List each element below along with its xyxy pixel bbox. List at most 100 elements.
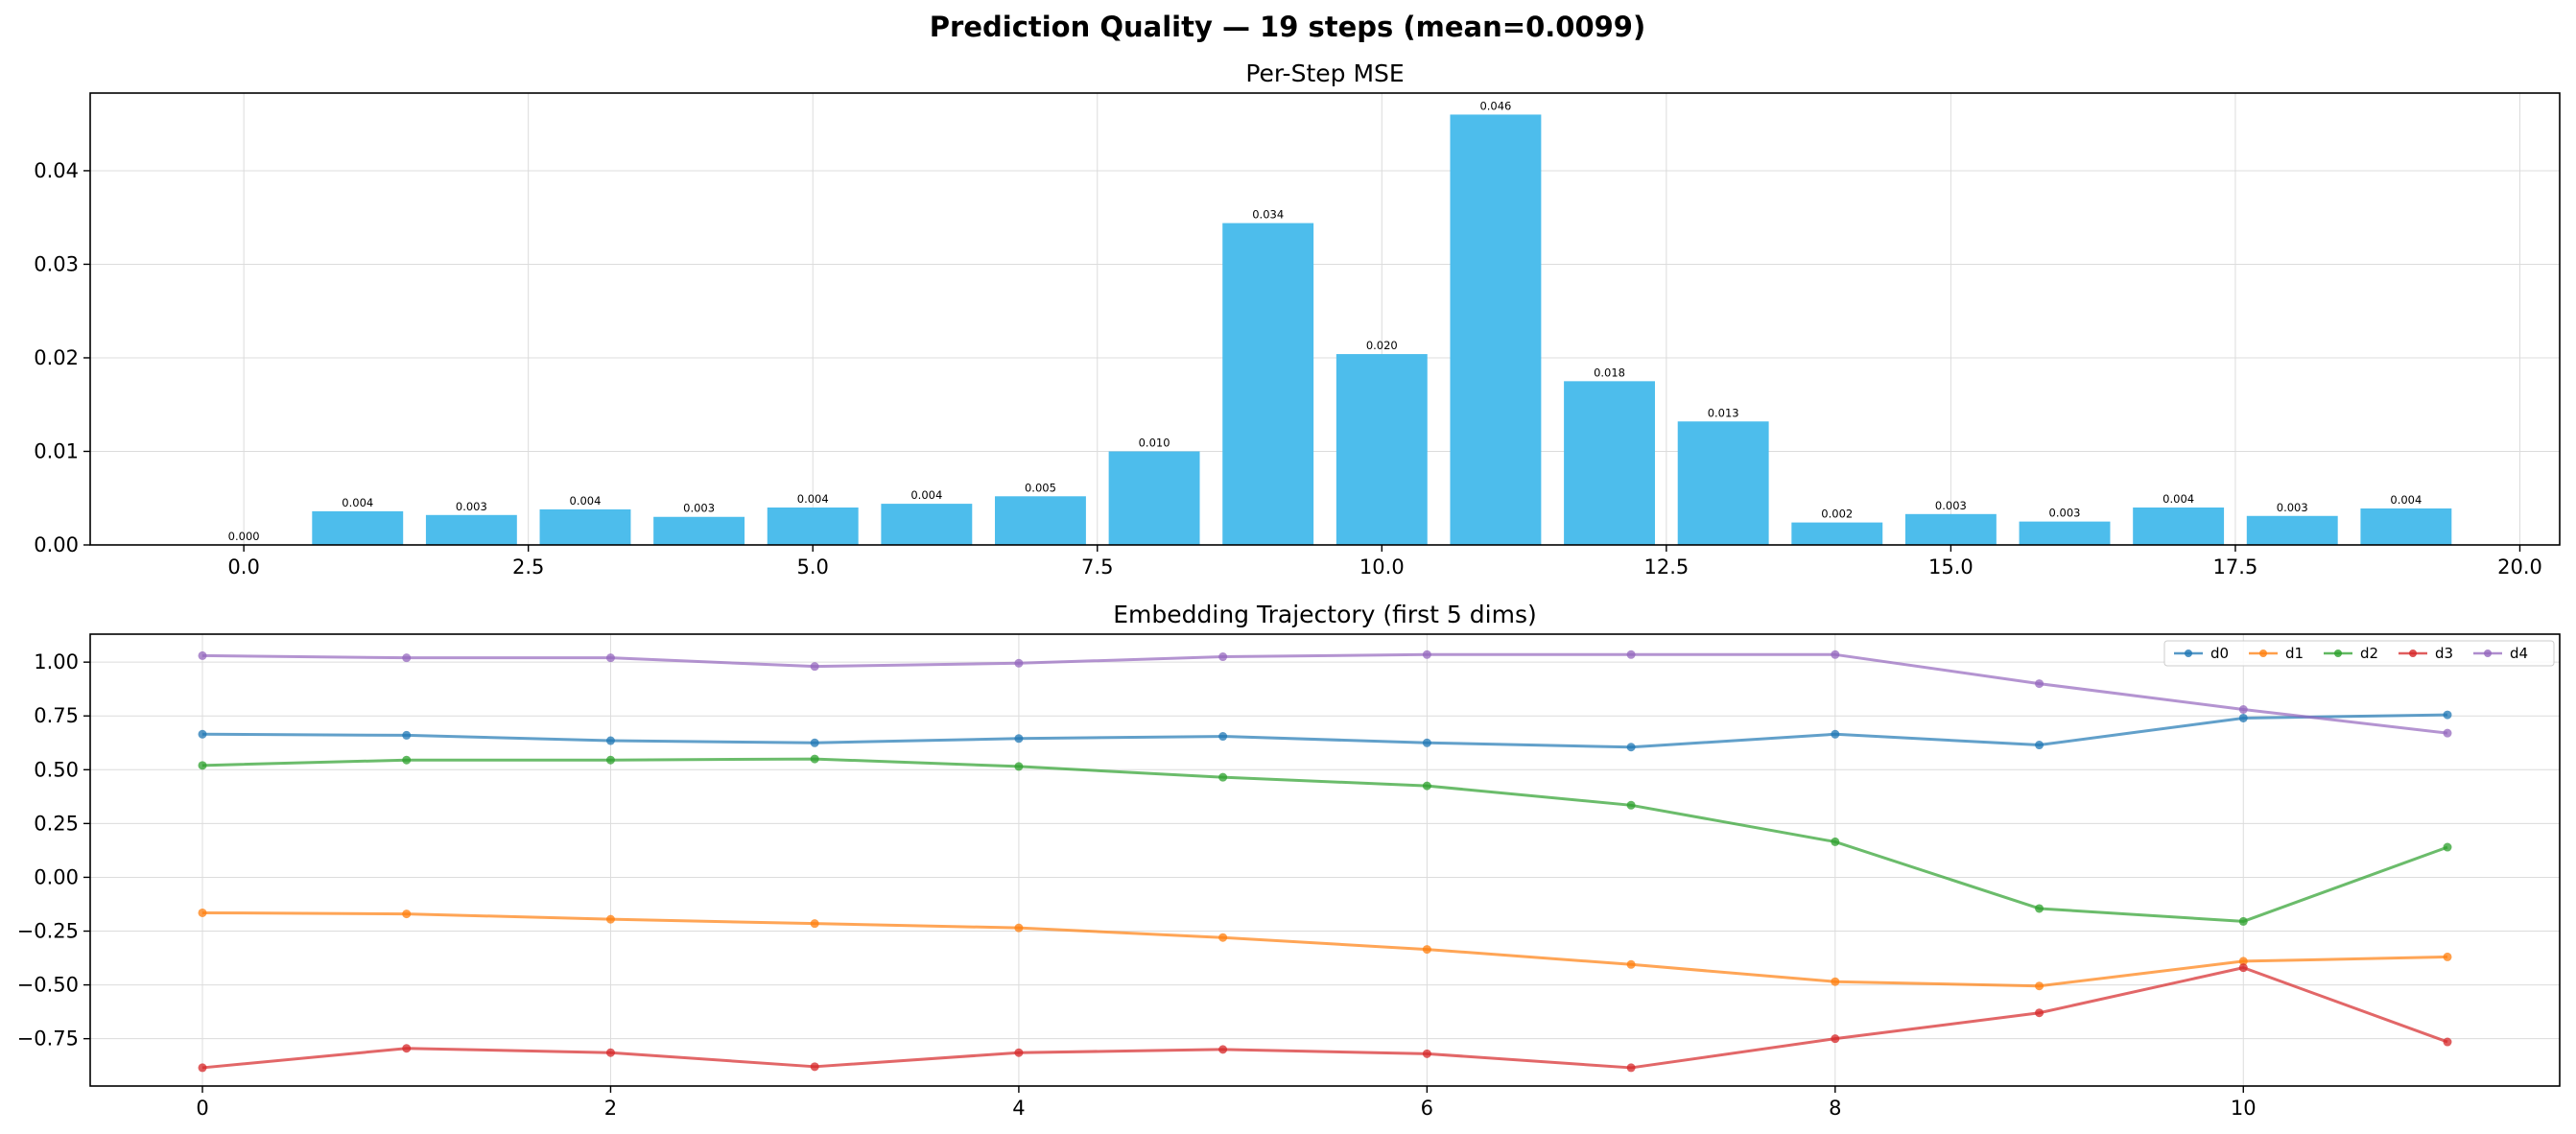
- series-line-d2: [201, 757, 2448, 923]
- series-point-d1: [605, 914, 615, 924]
- series-point-d3: [2035, 1008, 2044, 1018]
- legend-marker-d4: [2484, 650, 2492, 657]
- legend-marker-d1: [2259, 650, 2267, 657]
- series-point-d3: [605, 1048, 615, 1057]
- bar-x-tick-label: 10.0: [1359, 555, 1405, 579]
- legend-label-d1: d1: [2285, 645, 2304, 662]
- mse-bar: [1335, 354, 1428, 545]
- series-point-d2: [810, 754, 819, 764]
- line-y-tick-label: −0.50: [17, 974, 79, 997]
- series-point-d0: [605, 736, 615, 745]
- line-x-tick-label: 2: [604, 1097, 617, 1120]
- bar-x-tick-label: 7.5: [1081, 555, 1113, 579]
- line-y-tick-label: 1.00: [34, 650, 79, 673]
- series-point-d2: [1831, 837, 1840, 846]
- series-point-d2: [402, 755, 412, 765]
- mse-bar: [1904, 513, 1997, 545]
- series-point-d4: [810, 662, 819, 672]
- series-point-d0: [1218, 732, 1228, 742]
- mse-bar-value-label: 0.004: [570, 494, 602, 508]
- mse-bar: [2360, 508, 2452, 545]
- series-point-d4: [402, 653, 412, 663]
- line-chart-legend: d0 d1 d2 d3 d4: [2163, 640, 2555, 667]
- series-point-d1: [198, 908, 207, 917]
- bar-x-tick-label: 15.0: [1928, 555, 1973, 579]
- series-point-d1: [810, 919, 819, 929]
- series-point-d4: [1831, 650, 1840, 659]
- legend-label-d0: d0: [2210, 645, 2229, 662]
- series-line-d4: [201, 652, 2448, 735]
- series-point-d3: [2238, 963, 2248, 973]
- legend-label-d2: d2: [2360, 645, 2378, 662]
- mse-bar-value-label: 0.000: [228, 530, 260, 543]
- series-point-d2: [1422, 781, 1431, 791]
- bar-y-tick-label: 0.02: [34, 346, 79, 369]
- mse-bar-value-label: 0.004: [2390, 493, 2422, 507]
- mse-bar: [539, 508, 631, 545]
- series-line-d3: [201, 966, 2448, 1070]
- series-point-d2: [1626, 800, 1636, 810]
- line-x-tick-label: 6: [1421, 1097, 1433, 1120]
- series-line-d0: [201, 713, 2448, 749]
- line-x-tick-label: 10: [2231, 1097, 2257, 1120]
- mse-bar: [2019, 521, 2111, 545]
- mse-bar-value-label: 0.005: [1025, 481, 1056, 494]
- line-x-tick-label: 4: [1012, 1097, 1025, 1120]
- legend-label-d4: d4: [2510, 645, 2528, 662]
- mse-bar: [653, 516, 745, 545]
- series-point-d2: [1218, 772, 1228, 782]
- series-point-d4: [1422, 650, 1431, 659]
- line-chart-title: Embedding Trajectory (first 5 dims): [1113, 601, 1536, 628]
- line-chart-series: [198, 650, 2452, 1073]
- mse-bar-value-label: 0.003: [2277, 501, 2308, 514]
- series-point-d0: [1014, 734, 1024, 744]
- series-point-d2: [198, 761, 207, 770]
- series-point-d1: [1218, 933, 1228, 942]
- series-point-d0: [1626, 743, 1636, 752]
- bar-x-tick-label: 5.0: [797, 555, 829, 579]
- mse-bar: [1564, 381, 1655, 545]
- mse-bar: [1450, 114, 1542, 545]
- bar-chart-value-labels: 0.000 0.004 0.003 0.004 0.003 0.004 0.004 0.005…: [228, 99, 2422, 543]
- mse-bar-value-label: 0.004: [910, 488, 942, 502]
- mse-bar-value-label: 0.004: [2162, 492, 2194, 506]
- series-point-d1: [2238, 957, 2248, 966]
- line-chart-grid: [90, 634, 2560, 1086]
- mse-bar: [767, 507, 859, 545]
- series-point-d4: [605, 653, 615, 663]
- mse-bar-value-label: 0.003: [456, 500, 487, 513]
- series-point-d3: [1218, 1045, 1228, 1054]
- series-point-d1: [1626, 959, 1636, 969]
- embedding-line-chart: Embedding Trajectory (first 5 dims) 0 2 4 6…: [17, 601, 2561, 1120]
- series-point-d4: [198, 650, 207, 660]
- line-y-tick-label: 0.25: [34, 812, 79, 835]
- mse-bar-value-label: 0.020: [1366, 339, 1398, 352]
- series-point-d1: [1014, 923, 1024, 933]
- series-point-d4: [1218, 652, 1228, 662]
- series-point-d3: [1422, 1049, 1431, 1058]
- mse-bar: [1222, 223, 1314, 546]
- series-point-d1: [1422, 945, 1431, 955]
- series-point-d4: [2238, 705, 2248, 714]
- line-x-tick-label: 0: [196, 1097, 208, 1120]
- series-point-d3: [1626, 1063, 1636, 1073]
- series-point-d1: [2035, 981, 2044, 991]
- series-point-d4: [1014, 658, 1024, 668]
- series-point-d0: [1831, 729, 1840, 739]
- mse-bar: [1677, 421, 1769, 545]
- mse-bar: [2133, 507, 2225, 545]
- bar-y-tick-label: 0.03: [34, 252, 79, 275]
- series-point-d0: [402, 730, 412, 740]
- mse-bar-value-label: 0.004: [797, 492, 829, 506]
- series-point-d2: [2443, 842, 2452, 852]
- mse-bar-value-label: 0.002: [1821, 508, 1853, 521]
- line-chart-frame: [89, 633, 2561, 1087]
- series-point-d4: [1626, 650, 1636, 659]
- series-point-d1: [1831, 977, 1840, 986]
- series-point-d0: [2443, 710, 2452, 720]
- legend-marker-d3: [2409, 650, 2417, 657]
- legend-box: [2163, 640, 2555, 667]
- series-point-d3: [810, 1062, 819, 1072]
- series-point-d0: [198, 729, 207, 739]
